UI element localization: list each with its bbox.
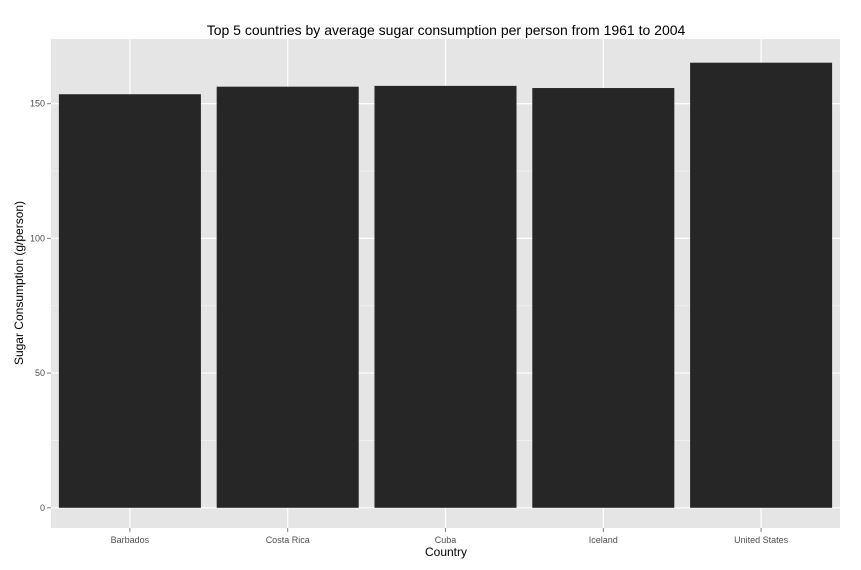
y-axis-title: Sugar Consumption (g/person) xyxy=(12,201,26,365)
y-tick-label: 100 xyxy=(30,233,45,243)
chart-title: Top 5 countries by average sugar consump… xyxy=(207,22,686,38)
y-axis-ticks: 0 50 100 150 xyxy=(30,99,51,513)
y-tick-label: 150 xyxy=(30,99,45,109)
y-tick-label: 0 xyxy=(40,503,45,513)
x-tick-label: Costa Rica xyxy=(266,535,310,545)
bar xyxy=(216,86,359,508)
x-tick-label: Cuba xyxy=(435,535,457,545)
x-axis-ticks: Barbados Costa Rica Cuba Iceland United Stat… xyxy=(111,528,789,545)
bar xyxy=(58,94,201,508)
bar xyxy=(690,62,833,508)
bars xyxy=(58,62,833,508)
x-tick-label: Barbados xyxy=(111,535,150,545)
bar xyxy=(374,85,517,508)
y-tick-label: 50 xyxy=(35,368,45,378)
x-axis-title: Country xyxy=(425,545,467,559)
x-tick-label: Iceland xyxy=(589,535,618,545)
x-tick-label: United States xyxy=(734,535,789,545)
bar xyxy=(532,88,675,508)
